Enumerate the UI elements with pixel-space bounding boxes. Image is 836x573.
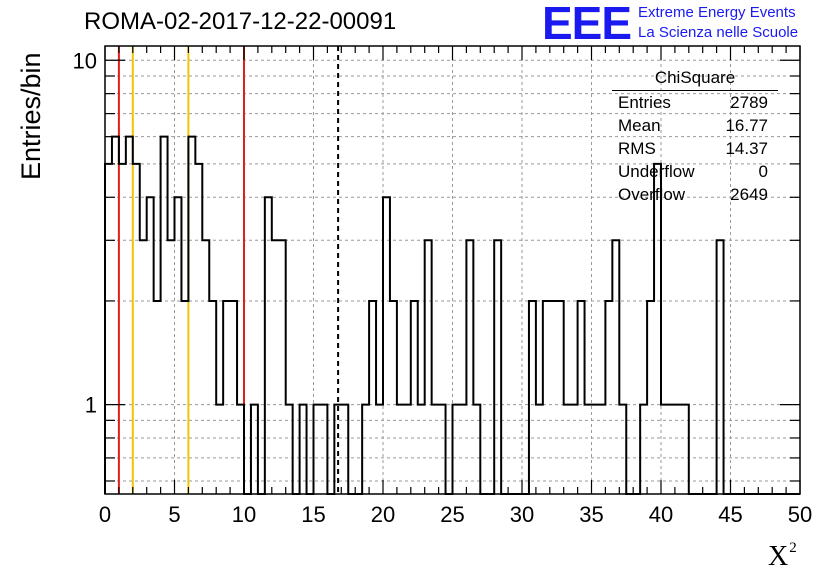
histogram-bars	[104, 135, 800, 495]
stats-value: 2789	[730, 93, 768, 112]
histogram-bin	[147, 197, 154, 494]
run-title: ROMA-02-2017-12-22-00091	[84, 8, 397, 35]
histogram-bin	[265, 197, 272, 494]
histogram-bin	[654, 164, 661, 494]
grid-lines	[105, 46, 800, 494]
stats-key: Overflow	[618, 185, 686, 204]
y-tick-label: 1	[85, 393, 97, 418]
histogram-bin	[605, 301, 612, 494]
histogram-bin	[209, 301, 216, 494]
y-tick-label: 10	[73, 48, 97, 73]
histogram-bin	[175, 197, 182, 494]
x-tick-label: 40	[649, 502, 673, 527]
histogram-bin	[578, 301, 585, 494]
x-tick-label: 15	[301, 502, 325, 527]
stats-row-entries: Entries 2789	[612, 91, 778, 114]
x-axis-label-base: X	[768, 541, 789, 572]
stats-key: Mean	[618, 116, 661, 135]
stats-row-underflow: Underflow 0	[612, 160, 778, 183]
stats-key: Underflow	[618, 162, 695, 181]
stats-key: Entries	[618, 93, 671, 112]
histogram-bin	[717, 240, 724, 494]
stats-value: 2649	[730, 185, 768, 204]
histogram-bin	[411, 301, 418, 494]
x-axis-label-superscript: 2	[789, 540, 797, 556]
histogram-bin	[529, 301, 536, 494]
histogram-bin	[105, 164, 112, 494]
histogram-bin	[466, 240, 473, 494]
x-axis-label: X2	[768, 540, 797, 573]
axes: 0 5 10 15 20 25 30 35 40 45 50 1 10	[73, 45, 812, 527]
stats-row-overflow: Overflow 2649	[612, 183, 778, 206]
stats-row-mean: Mean 16.77	[612, 114, 778, 137]
x-tick-label: 50	[788, 502, 812, 527]
histogram-bin	[119, 164, 126, 494]
stats-row-rms: RMS 14.37	[612, 137, 778, 160]
stats-box-title: ChiSquare	[612, 66, 778, 91]
histogram-bin	[612, 240, 619, 494]
histogram-bin	[230, 301, 237, 494]
histogram-bin	[202, 240, 209, 494]
histogram-outline	[104, 135, 800, 495]
histogram-bin	[112, 137, 119, 494]
x-tick-label: 45	[718, 502, 742, 527]
stats-key: RMS	[618, 139, 656, 158]
x-tick-label: 5	[168, 502, 180, 527]
x-tick-label: 30	[510, 502, 534, 527]
x-tick-label: 25	[440, 502, 464, 527]
histogram-bin	[557, 301, 564, 494]
histogram-bin	[154, 301, 161, 494]
histogram-bin	[647, 301, 654, 494]
histogram-bin	[188, 137, 195, 494]
y-axis-label: Entries/bin	[16, 52, 46, 180]
histogram-bin	[390, 301, 397, 494]
histogram-bin	[161, 137, 168, 494]
eee-logo: EEE	[542, 0, 632, 49]
histogram-bin	[133, 164, 140, 494]
x-tick-label: 20	[371, 502, 395, 527]
stats-value: 16.77	[725, 116, 768, 135]
histogram-bin	[140, 240, 147, 494]
stats-box: ChiSquare Entries 2789 Mean 16.77 RMS 14…	[612, 66, 778, 206]
histogram-bin	[383, 197, 390, 494]
x-tick-label: 35	[579, 502, 603, 527]
histogram-bin	[181, 301, 188, 494]
eee-logo-line2: La Scienza nelle Scuole	[638, 24, 799, 41]
histogram-bin	[425, 240, 432, 494]
histogram-bin	[494, 240, 501, 494]
histogram-bin	[543, 301, 550, 494]
histogram-bin	[195, 164, 202, 494]
stats-value: 0	[758, 162, 768, 181]
stats-value: 14.37	[725, 139, 768, 158]
x-tick-label: 0	[99, 502, 111, 527]
eee-logo-line1: Extreme Energy Events	[638, 4, 796, 21]
x-tick-label: 10	[232, 502, 256, 527]
histogram-bin	[369, 301, 376, 494]
histogram-bin	[550, 301, 557, 494]
histogram-bin	[126, 137, 133, 494]
histogram-bin	[279, 240, 286, 494]
histogram-bin	[223, 301, 230, 494]
histogram-bin	[272, 240, 279, 494]
histogram-bin	[168, 240, 175, 494]
